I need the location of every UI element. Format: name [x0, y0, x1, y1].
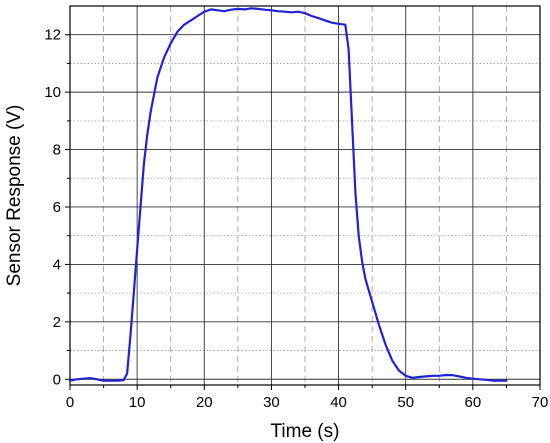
x-tick-label: 50	[397, 394, 414, 411]
x-axis-label: Time (s)	[271, 421, 340, 442]
y-tick-label: 8	[53, 142, 61, 159]
x-tick-label: 70	[532, 394, 549, 411]
x-tick-label: 60	[465, 394, 482, 411]
series-line	[68, 7, 508, 382]
y-axis-label: Sensor Response (V)	[4, 105, 25, 287]
y-tick-label: 10	[44, 84, 61, 101]
y-axis: 0 2 4 6 8 10 12	[44, 27, 70, 388]
y-tick-label: 0	[53, 371, 61, 388]
series-layer	[68, 7, 508, 382]
y-tick-label: 4	[53, 256, 61, 273]
x-tick-label: 0	[66, 394, 74, 411]
y-tick-label: 6	[53, 199, 61, 216]
x-axis: 0 10 20 30 40 50 60 70	[66, 385, 549, 411]
x-tick-label: 10	[129, 394, 146, 411]
x-tick-label: 20	[196, 394, 213, 411]
x-tick-label: 30	[263, 394, 280, 411]
y-tick-label: 2	[53, 314, 61, 331]
x-tick-label: 40	[330, 394, 347, 411]
y-tick-label: 12	[44, 27, 61, 44]
grid	[70, 6, 540, 385]
